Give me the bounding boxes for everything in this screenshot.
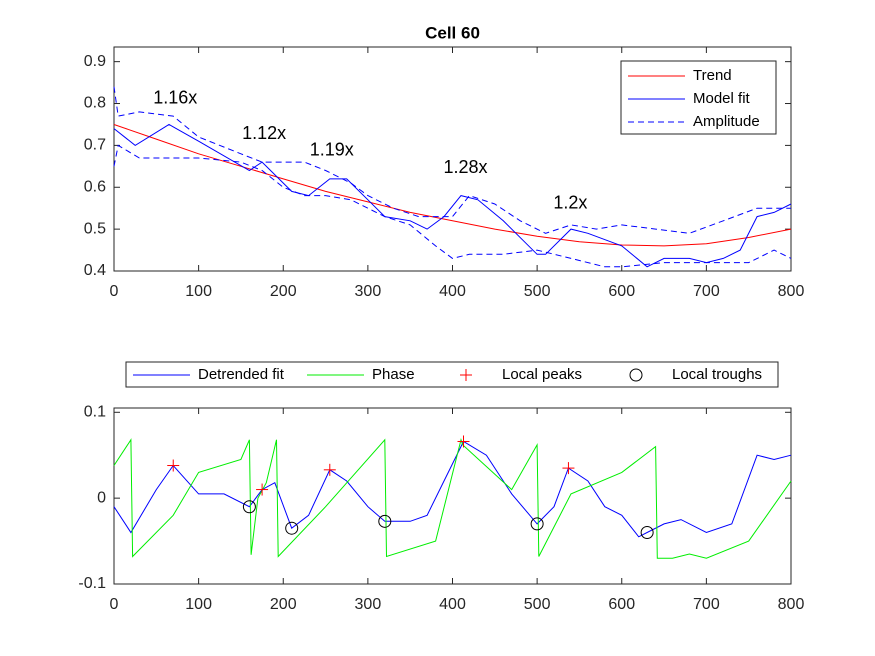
x-tick-label: 700 xyxy=(693,283,720,300)
x-tick-label: 0 xyxy=(110,596,119,613)
x-tick-label: 100 xyxy=(185,283,212,300)
legend-label: Model fit xyxy=(693,90,751,107)
legend-box xyxy=(125,361,779,388)
annotation: 1.12x xyxy=(242,123,286,143)
annotation: 1.2x xyxy=(553,192,587,212)
peak-marker xyxy=(457,435,470,448)
peak-marker xyxy=(167,459,180,472)
y-tick-label: 0.8 xyxy=(84,95,106,112)
series-line xyxy=(113,438,792,559)
y-tick-label: 0.4 xyxy=(84,262,106,279)
series-line xyxy=(113,440,792,538)
x-tick-label: 100 xyxy=(185,596,212,613)
legend-label: Detrended fit xyxy=(198,366,285,383)
x-tick-label: 700 xyxy=(693,596,720,613)
x-tick-label: 400 xyxy=(439,596,466,613)
annotation: 1.28x xyxy=(443,157,487,177)
x-tick-label: 600 xyxy=(608,283,635,300)
series-line xyxy=(113,124,792,247)
chart-title: Cell 60 xyxy=(425,23,480,42)
x-tick-label: 200 xyxy=(270,596,297,613)
series-line xyxy=(113,86,791,234)
trough-marker xyxy=(242,500,256,514)
x-tick-label: 0 xyxy=(110,283,119,300)
y-tick-label: 0.5 xyxy=(84,220,106,237)
legend-box xyxy=(620,60,777,135)
peak-marker xyxy=(562,462,575,475)
y-tick-label: 0.7 xyxy=(84,137,106,154)
annotation: 1.16x xyxy=(153,88,197,108)
x-tick-label: 800 xyxy=(778,283,805,300)
trough-marker xyxy=(640,525,654,539)
x-tick-label: 300 xyxy=(355,596,382,613)
legend-marker xyxy=(629,368,643,382)
y-tick-label: 0.1 xyxy=(84,404,106,421)
y-tick-label: -0.1 xyxy=(78,575,106,592)
legend-label: Trend xyxy=(693,67,732,84)
legend-label: Local peaks xyxy=(502,366,582,383)
trough-marker xyxy=(378,514,392,528)
y-tick-label: 0 xyxy=(97,489,106,506)
legend-label: Phase xyxy=(372,366,415,383)
legend-label: Amplitude xyxy=(693,113,760,130)
y-tick-label: 0.6 xyxy=(84,178,106,195)
legend-label: Local troughs xyxy=(672,366,762,383)
peak-marker xyxy=(323,463,336,476)
trough-marker xyxy=(530,517,544,531)
x-tick-label: 600 xyxy=(608,596,635,613)
series-line xyxy=(113,123,792,268)
peak-marker xyxy=(256,483,269,496)
trough-marker xyxy=(285,521,299,535)
x-tick-label: 800 xyxy=(778,596,805,613)
plot-area xyxy=(113,407,792,585)
x-tick-label: 200 xyxy=(270,283,297,300)
x-tick-label: 300 xyxy=(355,283,382,300)
x-tick-label: 500 xyxy=(524,283,551,300)
series-line xyxy=(113,144,792,268)
x-tick-label: 500 xyxy=(524,596,551,613)
x-tick-label: 400 xyxy=(439,283,466,300)
y-tick-label: 0.9 xyxy=(84,53,106,70)
annotation: 1.19x xyxy=(310,140,354,160)
